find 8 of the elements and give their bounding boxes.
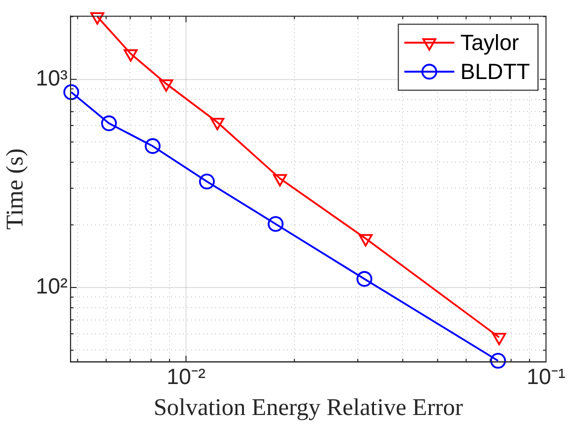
y-tick-label: 10² [36,274,68,299]
legend-label: BLDTT [460,58,530,84]
x-tick-label: 10⁻² [166,364,206,390]
legend-label: Taylor [460,30,520,55]
y-axis-title: Time (s) [2,148,29,230]
y-tick-label: 10³ [36,65,68,90]
x-axis-title: Solvation Energy Relative Error [154,394,464,421]
x-tick-label: 10⁻¹ [526,364,566,390]
